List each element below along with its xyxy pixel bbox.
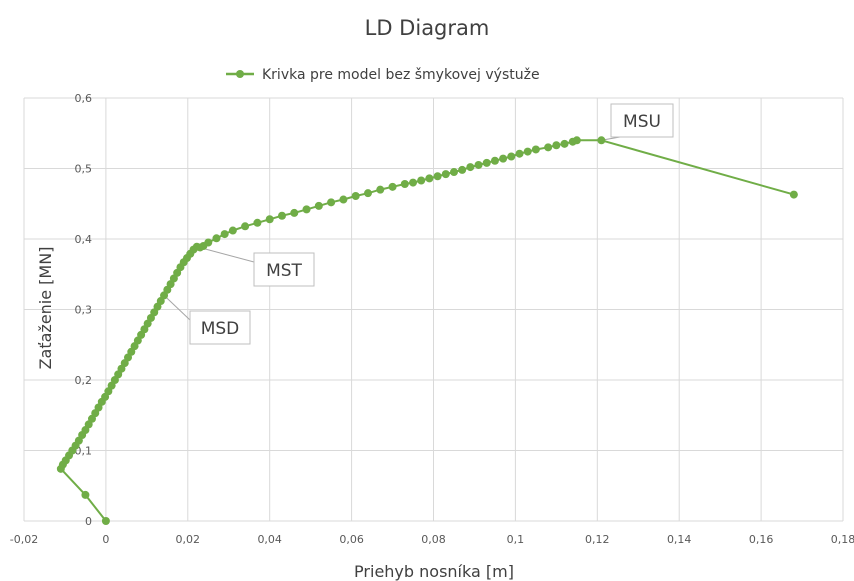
gridlines: [23, 97, 844, 522]
data-point: [499, 154, 508, 163]
data-point: [507, 152, 516, 161]
callout-leader-line: [163, 295, 191, 321]
x-tick-label: 0,08: [421, 533, 446, 546]
data-point: [277, 211, 286, 220]
x-tick-label: 0,12: [585, 533, 610, 546]
callout-leader-line: [196, 246, 255, 263]
data-point: [515, 149, 524, 158]
callout-box: [253, 252, 315, 287]
y-tick-label: 0,6: [75, 92, 93, 105]
data-point: [81, 490, 90, 499]
y-tick-label: 0,4: [75, 233, 93, 246]
y-tick-label: 0,3: [75, 304, 93, 317]
callout-label: MST: [266, 261, 302, 281]
data-point: [572, 136, 581, 145]
data-point: [560, 139, 569, 148]
x-tick-label: 0: [102, 533, 109, 546]
x-tick-label: 0,06: [339, 533, 364, 546]
data-point: [212, 234, 221, 243]
legend-entry-label: Krivka pre model bez šmykovej výstuže: [262, 67, 540, 83]
data-point: [253, 218, 262, 227]
data-point: [241, 222, 250, 231]
data-point: [314, 201, 323, 210]
callout-box: [189, 310, 251, 345]
x-axis-tick-labels: -0,02 0 0,02 0,04 0,06 0,08 0,1 0,12 0,14 0,16 0,1…: [10, 533, 854, 546]
x-tick-label: 0,04: [257, 533, 282, 546]
chart-title: LD Diagram: [365, 16, 490, 40]
data-point: [441, 170, 450, 179]
data-point: [204, 238, 213, 247]
data-point: [220, 230, 229, 239]
y-tick-label: 0,2: [75, 374, 93, 387]
data-point: [101, 517, 110, 525]
x-tick-label: 0,1: [507, 533, 525, 546]
data-point: [417, 176, 426, 185]
data-point: [449, 168, 458, 177]
x-tick-label: 0,14: [667, 533, 692, 546]
data-point: [363, 189, 372, 198]
data-point: [400, 180, 409, 189]
legend-marker-swatch: [236, 70, 244, 78]
data-point: [458, 165, 467, 174]
y-axis-title: Zaťaženie [MN]: [36, 247, 55, 370]
x-tick-label: -0,02: [10, 533, 38, 546]
x-tick-label: 0,16: [749, 533, 774, 546]
data-point: [490, 156, 499, 165]
data-point: [474, 160, 483, 169]
data-point: [789, 190, 798, 199]
data-point: [531, 145, 540, 154]
x-tick-label: 0,18: [831, 533, 854, 546]
data-point: [425, 174, 434, 183]
series-line-group: [59, 139, 795, 522]
data-point: [302, 205, 311, 214]
data-point: [351, 191, 360, 200]
data-point: [290, 208, 299, 217]
data-point: [552, 141, 561, 150]
data-point: [376, 185, 385, 194]
x-axis-title: Priehyb nosníka [m]: [354, 562, 514, 581]
data-point: [327, 198, 336, 207]
y-tick-label: 0,5: [75, 163, 93, 176]
series-line: [59, 139, 795, 522]
data-point: [228, 226, 237, 235]
data-point: [339, 195, 348, 204]
data-point: [597, 136, 606, 145]
legend: Krivka pre model bez šmykovej výstuže: [226, 67, 540, 83]
data-point: [433, 172, 442, 181]
x-tick-label: 0,02: [176, 533, 201, 546]
data-point: [544, 143, 553, 152]
data-point: [265, 215, 274, 224]
series-points: [56, 136, 798, 525]
data-point: [409, 178, 418, 187]
y-axis-tick-labels: 00,10,20,30,40,50,6: [75, 92, 93, 528]
callout-label: MSU: [623, 112, 661, 132]
y-tick-label: 0: [85, 515, 92, 528]
data-point: [466, 163, 475, 172]
data-point: [482, 158, 491, 167]
callouts: MSD MST MSU: [163, 103, 674, 345]
data-point: [523, 147, 532, 156]
data-point: [388, 182, 397, 191]
callout-label: MSD: [201, 319, 240, 339]
callout-box: [610, 103, 674, 138]
